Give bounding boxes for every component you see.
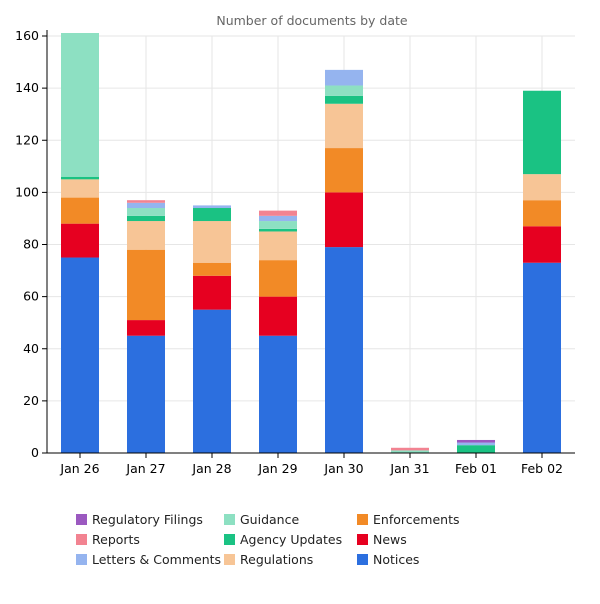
- bar-segment-enforcements-feb-02[interactable]: [523, 200, 561, 227]
- bar-segment-agency-updates-feb-02[interactable]: [523, 90, 561, 175]
- axes: 0 20 40 60 80 100 120 140 160 Jan 26 Jan 27 Jan 28 J…: [15, 28, 575, 476]
- x-tick-label: Jan 31: [389, 461, 429, 476]
- legend-label: Guidance: [240, 512, 299, 527]
- bar-segment-notices-jan-28[interactable]: [193, 309, 231, 453]
- legend-item-reports[interactable]: Reports: [76, 532, 140, 547]
- x-tick-label: Jan 26: [59, 461, 99, 476]
- legend-label: Regulations: [240, 552, 313, 567]
- bar-segment-regulations-jan-28[interactable]: [193, 221, 231, 263]
- bar-segment-regulations-jan-29[interactable]: [259, 231, 297, 261]
- bar-segment-reports-jan-31[interactable]: [391, 447, 429, 451]
- bar-segment-enforcements-jan-28[interactable]: [193, 262, 231, 276]
- bar-segment-letters-comments-jan-27[interactable]: [127, 202, 165, 209]
- legend-swatch: [357, 554, 368, 565]
- legend-swatch: [224, 514, 235, 525]
- bar-segment-enforcements-jan-29[interactable]: [259, 260, 297, 297]
- legend-swatch: [357, 514, 368, 525]
- x-tick-label: Jan 30: [323, 461, 363, 476]
- bar-segment-enforcements-jan-27[interactable]: [127, 249, 165, 321]
- bar-segment-letters-comments-jan-29[interactable]: [259, 215, 297, 222]
- y-tick-label: 60: [23, 289, 39, 304]
- legend-label: News: [373, 532, 407, 547]
- bar-segment-notices-jan-27[interactable]: [127, 335, 165, 453]
- bar-segment-regulations-feb-02[interactable]: [523, 174, 561, 201]
- bar-segment-guidance-jan-29[interactable]: [259, 221, 297, 229]
- legend-swatch: [224, 534, 235, 545]
- legend-swatch: [76, 554, 87, 565]
- legend: Regulatory Filings Reports Letters & Comme…: [76, 512, 460, 567]
- bar-segment-guidance-jan-27[interactable]: [127, 208, 165, 216]
- legend-label: Reports: [92, 532, 140, 547]
- legend-label: Enforcements: [373, 512, 460, 527]
- legend-swatch: [76, 514, 87, 525]
- bar-segment-notices-jan-30[interactable]: [325, 247, 363, 453]
- bar-segment-letters-comments-feb-01[interactable]: [457, 442, 495, 446]
- bar-segment-regulatory-filings-feb-01[interactable]: [457, 439, 495, 443]
- legend-item-notices[interactable]: Notices: [357, 552, 419, 567]
- bar-segment-agency-updates-jan-26[interactable]: [61, 176, 99, 180]
- bar-segment-letters-comments-jan-30[interactable]: [325, 69, 363, 86]
- x-tick-label: Jan 28: [191, 461, 231, 476]
- bar-segment-news-jan-29[interactable]: [259, 296, 297, 336]
- legend-item-regulations[interactable]: Regulations: [224, 552, 313, 567]
- bar-segment-news-jan-26[interactable]: [61, 223, 99, 258]
- y-tick-label: 0: [31, 445, 39, 460]
- x-tick-label: Jan 29: [257, 461, 297, 476]
- bar-segment-notices-feb-02[interactable]: [523, 262, 561, 453]
- legend-item-guidance[interactable]: Guidance: [224, 512, 299, 527]
- legend-label: Agency Updates: [240, 532, 342, 547]
- legend-swatch: [357, 534, 368, 545]
- bar-segment-guidance-jan-31[interactable]: [391, 450, 429, 453]
- y-tick-label: 140: [15, 80, 39, 95]
- bar-segment-news-jan-30[interactable]: [325, 192, 363, 248]
- legend-item-letters-comments[interactable]: Letters & Comments: [76, 552, 221, 567]
- bar-segment-agency-updates-jan-29[interactable]: [259, 228, 297, 232]
- legend-item-news[interactable]: News: [357, 532, 407, 547]
- bar-segment-agency-updates-feb-01[interactable]: [457, 445, 495, 453]
- bar-segment-guidance-jan-26[interactable]: [61, 33, 99, 177]
- bar-segment-agency-updates-jan-27[interactable]: [127, 215, 165, 222]
- bar-segment-news-feb-02[interactable]: [523, 226, 561, 263]
- y-tick-label: 100: [15, 184, 39, 199]
- legend-item-agency-updates[interactable]: Agency Updates: [224, 532, 342, 547]
- x-tick-label: Feb 02: [521, 461, 563, 476]
- bar-segment-letters-comments-jan-28[interactable]: [193, 205, 231, 209]
- y-tick-label: 80: [23, 237, 39, 252]
- y-tick-label: 20: [23, 393, 39, 408]
- chart-title: Number of documents by date: [216, 13, 408, 28]
- bars: [61, 33, 561, 453]
- bar-segment-notices-jan-26[interactable]: [61, 257, 99, 453]
- bar-segment-regulations-jan-30[interactable]: [325, 103, 363, 149]
- bar-segment-reports-jan-29[interactable]: [259, 210, 297, 216]
- bar-segment-news-jan-28[interactable]: [193, 275, 231, 310]
- legend-item-enforcements[interactable]: Enforcements: [357, 512, 460, 527]
- y-tick-label: 40: [23, 341, 39, 356]
- legend-swatch: [224, 554, 235, 565]
- bar-segment-agency-updates-jan-30[interactable]: [325, 95, 363, 104]
- bar-segment-reports-jan-27[interactable]: [127, 200, 165, 203]
- bar-segment-regulations-jan-26[interactable]: [61, 179, 99, 198]
- x-tick-label: Feb 01: [455, 461, 497, 476]
- bar-segment-enforcements-jan-30[interactable]: [325, 148, 363, 193]
- bar-segment-agency-updates-jan-28[interactable]: [193, 208, 231, 222]
- legend-item-regulatory-filings[interactable]: Regulatory Filings: [76, 512, 203, 527]
- legend-label: Letters & Comments: [92, 552, 221, 567]
- legend-label: Notices: [373, 552, 419, 567]
- bar-segment-guidance-jan-30[interactable]: [325, 85, 363, 96]
- bar-segment-news-jan-27[interactable]: [127, 320, 165, 336]
- x-tick-label: Jan 27: [125, 461, 165, 476]
- legend-swatch: [76, 534, 87, 545]
- grid: [47, 35, 575, 454]
- y-tick-label: 160: [15, 28, 39, 43]
- legend-label: Regulatory Filings: [92, 512, 203, 527]
- bar-segment-regulations-jan-27[interactable]: [127, 221, 165, 250]
- bar-segment-enforcements-jan-26[interactable]: [61, 197, 99, 224]
- y-tick-label: 120: [15, 132, 39, 147]
- bar-segment-notices-jan-29[interactable]: [259, 335, 297, 453]
